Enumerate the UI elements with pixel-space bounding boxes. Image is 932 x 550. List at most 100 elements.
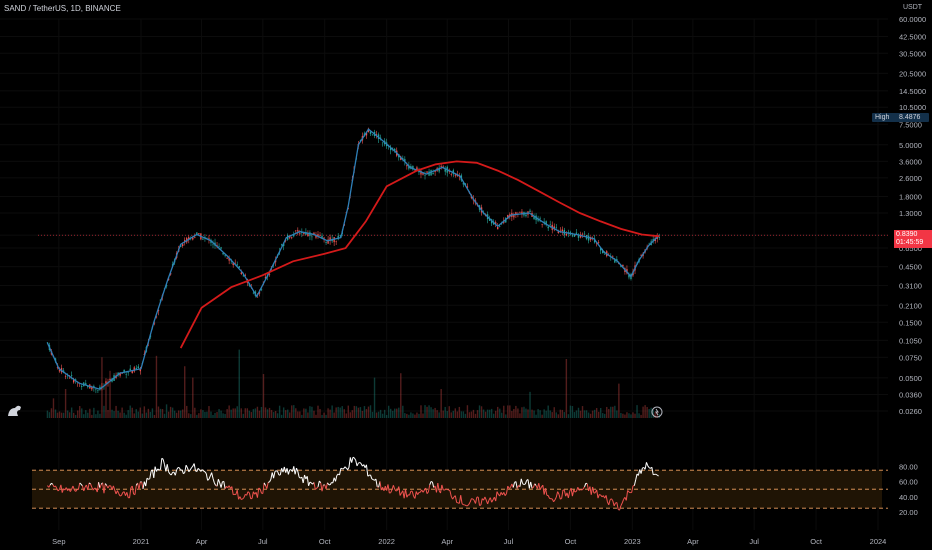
volume-bar <box>256 406 259 418</box>
volume-bar <box>248 410 251 418</box>
candle-body <box>541 224 543 225</box>
candle-body <box>56 366 59 368</box>
candle-body <box>337 235 339 240</box>
rsi-segment <box>487 499 490 505</box>
replay-icon[interactable] <box>651 406 663 418</box>
rsi-segment <box>92 487 95 491</box>
candle-body <box>155 316 158 318</box>
volume-bar <box>149 411 152 418</box>
volume-bar <box>652 409 654 418</box>
rsi-segment <box>208 475 211 480</box>
rsi-segment <box>647 465 650 469</box>
volume-bar <box>389 408 392 418</box>
rsi-segment <box>146 477 149 480</box>
rsi-segment <box>325 482 328 490</box>
volume-bar <box>299 411 301 418</box>
rsi-segment <box>154 466 157 472</box>
candle-body <box>525 214 527 217</box>
rsi-segment <box>394 488 397 492</box>
volume-bar <box>608 409 610 418</box>
rsi-segment <box>348 457 351 468</box>
candle-body <box>204 236 206 238</box>
rsi-segment <box>417 492 420 495</box>
tradingview-logo-icon[interactable] <box>8 405 21 416</box>
candle-body <box>521 211 523 215</box>
volume-bar <box>54 409 57 418</box>
rsi-segment <box>504 493 507 496</box>
volume-bar <box>567 414 570 418</box>
volume-bar <box>478 405 481 418</box>
rsi-segment <box>119 494 122 497</box>
candle-body <box>291 237 293 239</box>
volume-bar <box>62 412 65 418</box>
volume-bar <box>303 408 305 418</box>
rsi-segment <box>313 482 316 490</box>
price-tick-label: 0.0500 <box>899 374 922 383</box>
volume-bar <box>492 413 495 418</box>
volume-bar <box>111 409 113 418</box>
rsi-segment <box>287 469 291 475</box>
candle-body <box>537 218 539 221</box>
candle-body <box>375 134 378 135</box>
rsi-segment <box>406 494 409 498</box>
rsi-segment <box>561 489 564 499</box>
volume-bar <box>494 410 497 418</box>
time-tick-label: 2024 <box>870 537 887 546</box>
volume-bar <box>418 413 420 418</box>
symbol-title[interactable]: SAND / TetherUS, 1D, BINANCE <box>4 4 121 13</box>
rsi-segment <box>161 457 164 460</box>
rsi-segment <box>103 483 106 494</box>
candle-body <box>64 376 67 377</box>
volume-bar <box>480 406 483 418</box>
volume-bar <box>289 412 291 418</box>
candle-body <box>222 252 224 255</box>
candle-body <box>135 367 137 369</box>
candle-body <box>157 310 160 312</box>
volume-bar <box>56 412 59 418</box>
candle-body <box>311 236 313 238</box>
volume-bar <box>442 410 444 418</box>
candle-body <box>165 284 168 287</box>
volume-bar <box>557 414 559 418</box>
rsi-segment <box>157 468 160 471</box>
candle-body <box>297 230 299 232</box>
rsi-segment <box>98 482 101 489</box>
price-candles <box>46 127 660 394</box>
rsi-segment <box>153 466 156 478</box>
time-tick-label: Jul <box>258 537 268 546</box>
rsi-segment <box>578 489 581 491</box>
candle-body <box>299 233 301 235</box>
volume-bar <box>533 410 535 418</box>
candle-body <box>628 274 630 278</box>
volume-bar <box>70 407 73 418</box>
rsi-segment <box>275 470 278 472</box>
volume-bar <box>282 407 285 418</box>
volume-bar <box>355 406 358 418</box>
candle-body <box>604 254 606 255</box>
volume-bar <box>323 412 325 418</box>
rsi-segment <box>392 485 396 490</box>
rsi-segment <box>142 481 145 490</box>
candle-body <box>125 374 127 375</box>
candle-body <box>295 230 297 232</box>
rsi-segment <box>294 467 297 475</box>
volume-bar <box>202 410 204 418</box>
price-tick-label: 0.6500 <box>899 244 922 253</box>
rsi-segment <box>339 468 342 476</box>
rsi-segment <box>236 490 240 500</box>
volume-bar <box>543 409 545 418</box>
volume-bar <box>507 405 509 418</box>
volume-bar <box>224 413 226 418</box>
volume-bar <box>327 408 329 418</box>
candle-body <box>323 237 325 239</box>
rsi-segment <box>538 483 541 490</box>
volume-bar <box>476 410 479 418</box>
volume-bar <box>571 406 574 418</box>
rsi-segment <box>592 486 595 494</box>
rsi-segment <box>266 482 269 489</box>
volume-bar <box>642 406 644 418</box>
volume-bar <box>151 408 154 418</box>
rsi-segment <box>460 495 463 504</box>
price-tick-label: 3.6000 <box>899 157 922 166</box>
rsi-segment <box>309 481 312 484</box>
